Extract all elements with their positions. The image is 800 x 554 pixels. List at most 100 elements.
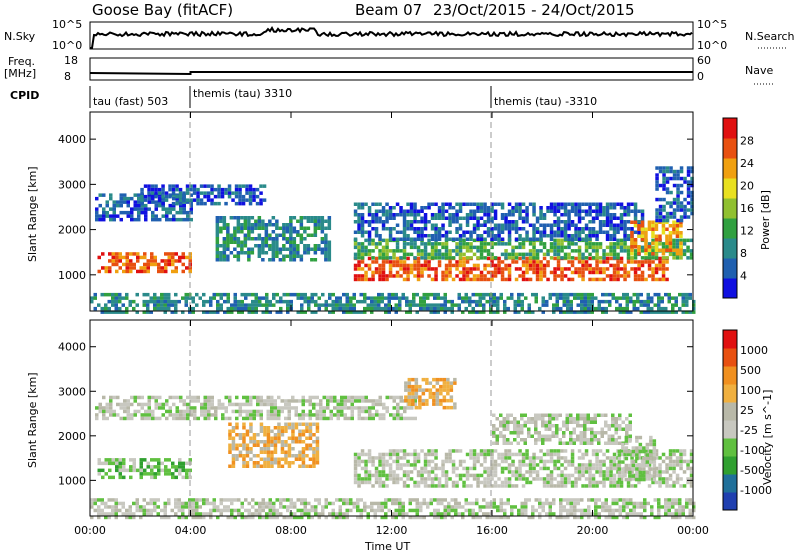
heatmap-cell xyxy=(193,399,197,403)
heatmap-cell xyxy=(353,277,358,282)
heatmap-cell xyxy=(326,402,330,407)
heatmap-cell xyxy=(458,209,463,213)
heatmap-cell xyxy=(500,274,505,278)
heatmap-cell xyxy=(422,306,426,311)
heatmap-cell xyxy=(567,463,571,467)
heatmap-cell xyxy=(378,413,382,417)
heatmap-cell xyxy=(378,270,382,275)
heatmap-cell xyxy=(259,464,264,468)
heatmap-cell xyxy=(357,206,361,210)
heatmap-cell xyxy=(327,254,332,258)
heatmap-cell xyxy=(595,256,599,260)
heatmap-cell xyxy=(287,454,292,458)
heatmap-cell xyxy=(654,238,659,242)
heatmap-cell xyxy=(560,274,564,278)
heatmap-cell xyxy=(119,193,123,197)
heatmap-cell xyxy=(216,292,220,297)
heatmap-cell xyxy=(455,249,459,253)
heatmap-cell xyxy=(299,219,304,223)
heatmap-cell xyxy=(157,458,161,462)
freq-tick-top: 18 xyxy=(64,54,78,67)
heatmap-cell xyxy=(618,413,622,417)
heatmap-cell xyxy=(654,227,659,231)
heatmap-cell xyxy=(504,249,508,253)
heatmap-cell xyxy=(672,480,676,485)
heatmap-cell xyxy=(345,303,349,307)
heatmap-cell xyxy=(633,216,638,220)
heatmap-cell xyxy=(261,296,265,300)
heatmap-cell xyxy=(576,438,580,442)
heatmap-cell xyxy=(507,252,512,257)
heatmap-cell xyxy=(556,480,561,485)
heatmap-cell xyxy=(623,274,627,278)
heatmap-cell xyxy=(588,242,592,246)
heatmap-cell xyxy=(153,472,157,476)
heatmap-cell xyxy=(240,240,244,244)
heatmap-cell xyxy=(434,227,438,231)
heatmap-cell xyxy=(590,434,594,438)
heatmap-cell xyxy=(590,417,594,421)
heatmap-cell xyxy=(104,461,108,466)
heatmap-cell xyxy=(382,402,386,407)
heatmap-cell xyxy=(658,208,663,212)
heatmap-cell xyxy=(254,292,258,297)
heatmap-cell xyxy=(682,249,687,253)
heatmap-cell xyxy=(567,237,571,241)
heatmap-cell xyxy=(492,413,496,417)
heatmap-cell xyxy=(167,472,171,476)
heatmap-cell xyxy=(605,237,610,241)
heatmap-cell xyxy=(367,242,372,246)
heatmap-cell xyxy=(125,259,129,263)
heatmap-cell xyxy=(469,209,473,213)
heatmap-cell xyxy=(580,306,584,311)
heatmap-cell xyxy=(521,202,526,206)
colorbar-tick-label: 28 xyxy=(740,135,754,148)
heatmap-cell xyxy=(626,270,631,275)
heatmap-cell xyxy=(286,299,290,304)
heatmap-cell xyxy=(535,456,540,460)
heatmap-cell xyxy=(476,484,480,488)
heatmap-cell xyxy=(146,310,150,314)
heatmap-cell xyxy=(172,207,176,211)
heatmap-cell xyxy=(161,196,165,201)
heatmap-cell xyxy=(621,442,625,447)
heatmap-cell xyxy=(448,230,452,234)
heatmap-cell xyxy=(90,505,94,509)
heatmap-cell xyxy=(235,454,239,458)
heatmap-cell xyxy=(270,461,274,465)
heatmap-cell xyxy=(100,498,104,502)
heatmap-cell xyxy=(528,252,533,257)
heatmap-cell xyxy=(263,433,267,437)
heatmap-cell xyxy=(465,202,470,206)
heatmap-cell xyxy=(490,202,494,206)
heatmap-cell xyxy=(439,402,443,406)
heatmap-cell xyxy=(182,217,186,222)
heatmap-cell xyxy=(612,473,617,478)
heatmap-cell xyxy=(427,470,431,474)
heatmap-cell xyxy=(434,213,438,217)
heatmap-cell xyxy=(413,484,417,488)
heatmap-cell xyxy=(111,475,115,480)
heatmap-cell xyxy=(621,446,625,450)
heatmap-cell xyxy=(329,416,333,421)
heatmap-cell xyxy=(667,310,671,314)
heatmap-cell xyxy=(222,219,227,223)
heatmap-cell xyxy=(202,515,206,520)
heatmap-cell xyxy=(672,211,677,216)
heatmap-cell xyxy=(665,256,669,260)
heatmap-cell xyxy=(597,441,601,445)
heatmap-cell xyxy=(435,391,440,396)
heatmap-cell xyxy=(654,256,659,260)
heatmap-cell xyxy=(509,413,513,417)
heatmap-cell xyxy=(126,416,130,421)
heatmap-cell xyxy=(608,292,612,297)
heatmap-cell xyxy=(490,477,494,481)
heatmap-cell xyxy=(200,402,204,407)
heatmap-cell xyxy=(212,310,216,314)
heatmap-cell xyxy=(631,463,636,468)
heatmap-cell xyxy=(312,461,316,465)
heatmap-cell xyxy=(632,303,636,307)
heatmap-cell xyxy=(324,306,328,311)
heatmap-cell xyxy=(672,245,676,250)
heatmap-cell xyxy=(577,202,582,206)
